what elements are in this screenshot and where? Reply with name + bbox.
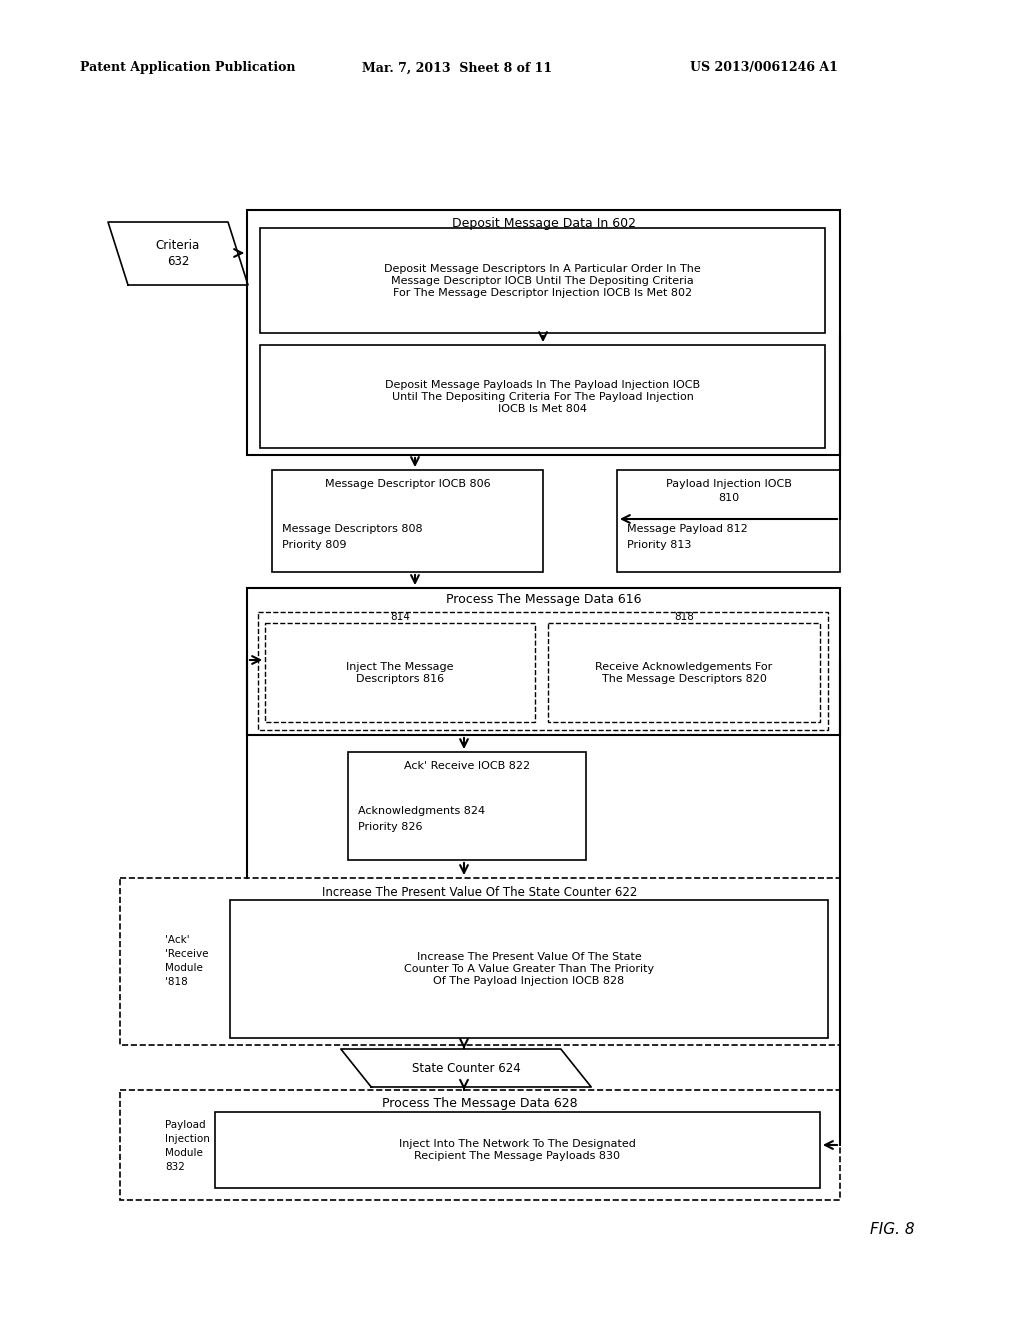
Text: Increase The Present Value Of The State Counter 622: Increase The Present Value Of The State … xyxy=(323,886,638,899)
Text: Mar. 7, 2013  Sheet 8 of 11: Mar. 7, 2013 Sheet 8 of 11 xyxy=(362,62,552,74)
Text: Payload Injection IOCB: Payload Injection IOCB xyxy=(666,479,792,488)
Bar xyxy=(120,878,840,1045)
Text: Inject The Message: Inject The Message xyxy=(346,661,454,672)
Bar xyxy=(120,1090,840,1200)
Text: Ack' Receive IOCB 822: Ack' Receive IOCB 822 xyxy=(403,762,530,771)
Polygon shape xyxy=(341,1049,591,1086)
Text: Patent Application Publication: Patent Application Publication xyxy=(80,62,296,74)
Bar xyxy=(247,210,840,455)
Text: IOCB Is Met 804: IOCB Is Met 804 xyxy=(498,404,587,413)
Text: Message Descriptors 808: Message Descriptors 808 xyxy=(282,524,423,535)
Text: Module: Module xyxy=(165,964,203,973)
Text: Process The Message Data 616: Process The Message Data 616 xyxy=(445,594,641,606)
Text: 'Ack': 'Ack' xyxy=(165,935,189,945)
Text: Deposit Message Payloads In The Payload Injection IOCB: Deposit Message Payloads In The Payload … xyxy=(385,380,700,389)
Bar xyxy=(258,612,828,730)
Text: US 2013/0061246 A1: US 2013/0061246 A1 xyxy=(690,62,838,74)
Text: 818: 818 xyxy=(674,612,694,622)
Text: Payload: Payload xyxy=(165,1119,206,1130)
Bar xyxy=(260,345,825,447)
Text: The Message Descriptors 820: The Message Descriptors 820 xyxy=(601,673,766,684)
Bar xyxy=(215,1111,820,1188)
Bar xyxy=(548,623,820,722)
Text: For The Message Descriptor Injection IOCB Is Met 802: For The Message Descriptor Injection IOC… xyxy=(393,288,692,297)
Bar xyxy=(247,587,840,735)
Text: Criteria: Criteria xyxy=(156,239,200,252)
Text: Of The Payload Injection IOCB 828: Of The Payload Injection IOCB 828 xyxy=(433,975,625,986)
Bar xyxy=(265,623,535,722)
Text: Module: Module xyxy=(165,1148,203,1158)
Text: 832: 832 xyxy=(165,1162,185,1172)
Text: Priority 826: Priority 826 xyxy=(358,822,423,832)
Text: Priority 809: Priority 809 xyxy=(282,540,346,550)
Text: FIG. 8: FIG. 8 xyxy=(870,1222,914,1238)
Bar xyxy=(230,900,828,1038)
Text: 632: 632 xyxy=(167,255,189,268)
Bar xyxy=(617,470,840,572)
Text: '818: '818 xyxy=(165,977,187,987)
Text: Deposit Message Descriptors In A Particular Order In The: Deposit Message Descriptors In A Particu… xyxy=(384,264,700,273)
Bar xyxy=(348,752,586,861)
Text: Counter To A Value Greater Than The Priority: Counter To A Value Greater Than The Prio… xyxy=(403,964,654,974)
Text: Increase The Present Value Of The State: Increase The Present Value Of The State xyxy=(417,952,641,962)
Text: Inject Into The Network To The Designated: Inject Into The Network To The Designate… xyxy=(399,1139,636,1148)
Text: Priority 813: Priority 813 xyxy=(627,540,691,550)
Text: Process The Message Data 628: Process The Message Data 628 xyxy=(382,1097,578,1110)
Text: Injection: Injection xyxy=(165,1134,210,1144)
Text: Message Payload 812: Message Payload 812 xyxy=(627,524,748,535)
Text: Message Descriptor IOCB Until The Depositing Criteria: Message Descriptor IOCB Until The Deposi… xyxy=(391,276,694,285)
Text: Deposit Message Data In 602: Deposit Message Data In 602 xyxy=(452,218,636,231)
Text: Message Descriptor IOCB 806: Message Descriptor IOCB 806 xyxy=(325,479,490,488)
Text: Recipient The Message Payloads 830: Recipient The Message Payloads 830 xyxy=(415,1151,621,1162)
Bar xyxy=(272,470,543,572)
Text: Descriptors 816: Descriptors 816 xyxy=(356,673,444,684)
Text: 814: 814 xyxy=(390,612,410,622)
Text: Until The Depositing Criteria For The Payload Injection: Until The Depositing Criteria For The Pa… xyxy=(391,392,693,401)
Text: Acknowledgments 824: Acknowledgments 824 xyxy=(358,807,485,816)
Text: Receive Acknowledgements For: Receive Acknowledgements For xyxy=(595,661,773,672)
Bar xyxy=(260,228,825,333)
Text: State Counter 624: State Counter 624 xyxy=(412,1061,520,1074)
Text: 'Receive: 'Receive xyxy=(165,949,209,960)
Text: 810: 810 xyxy=(718,492,739,503)
